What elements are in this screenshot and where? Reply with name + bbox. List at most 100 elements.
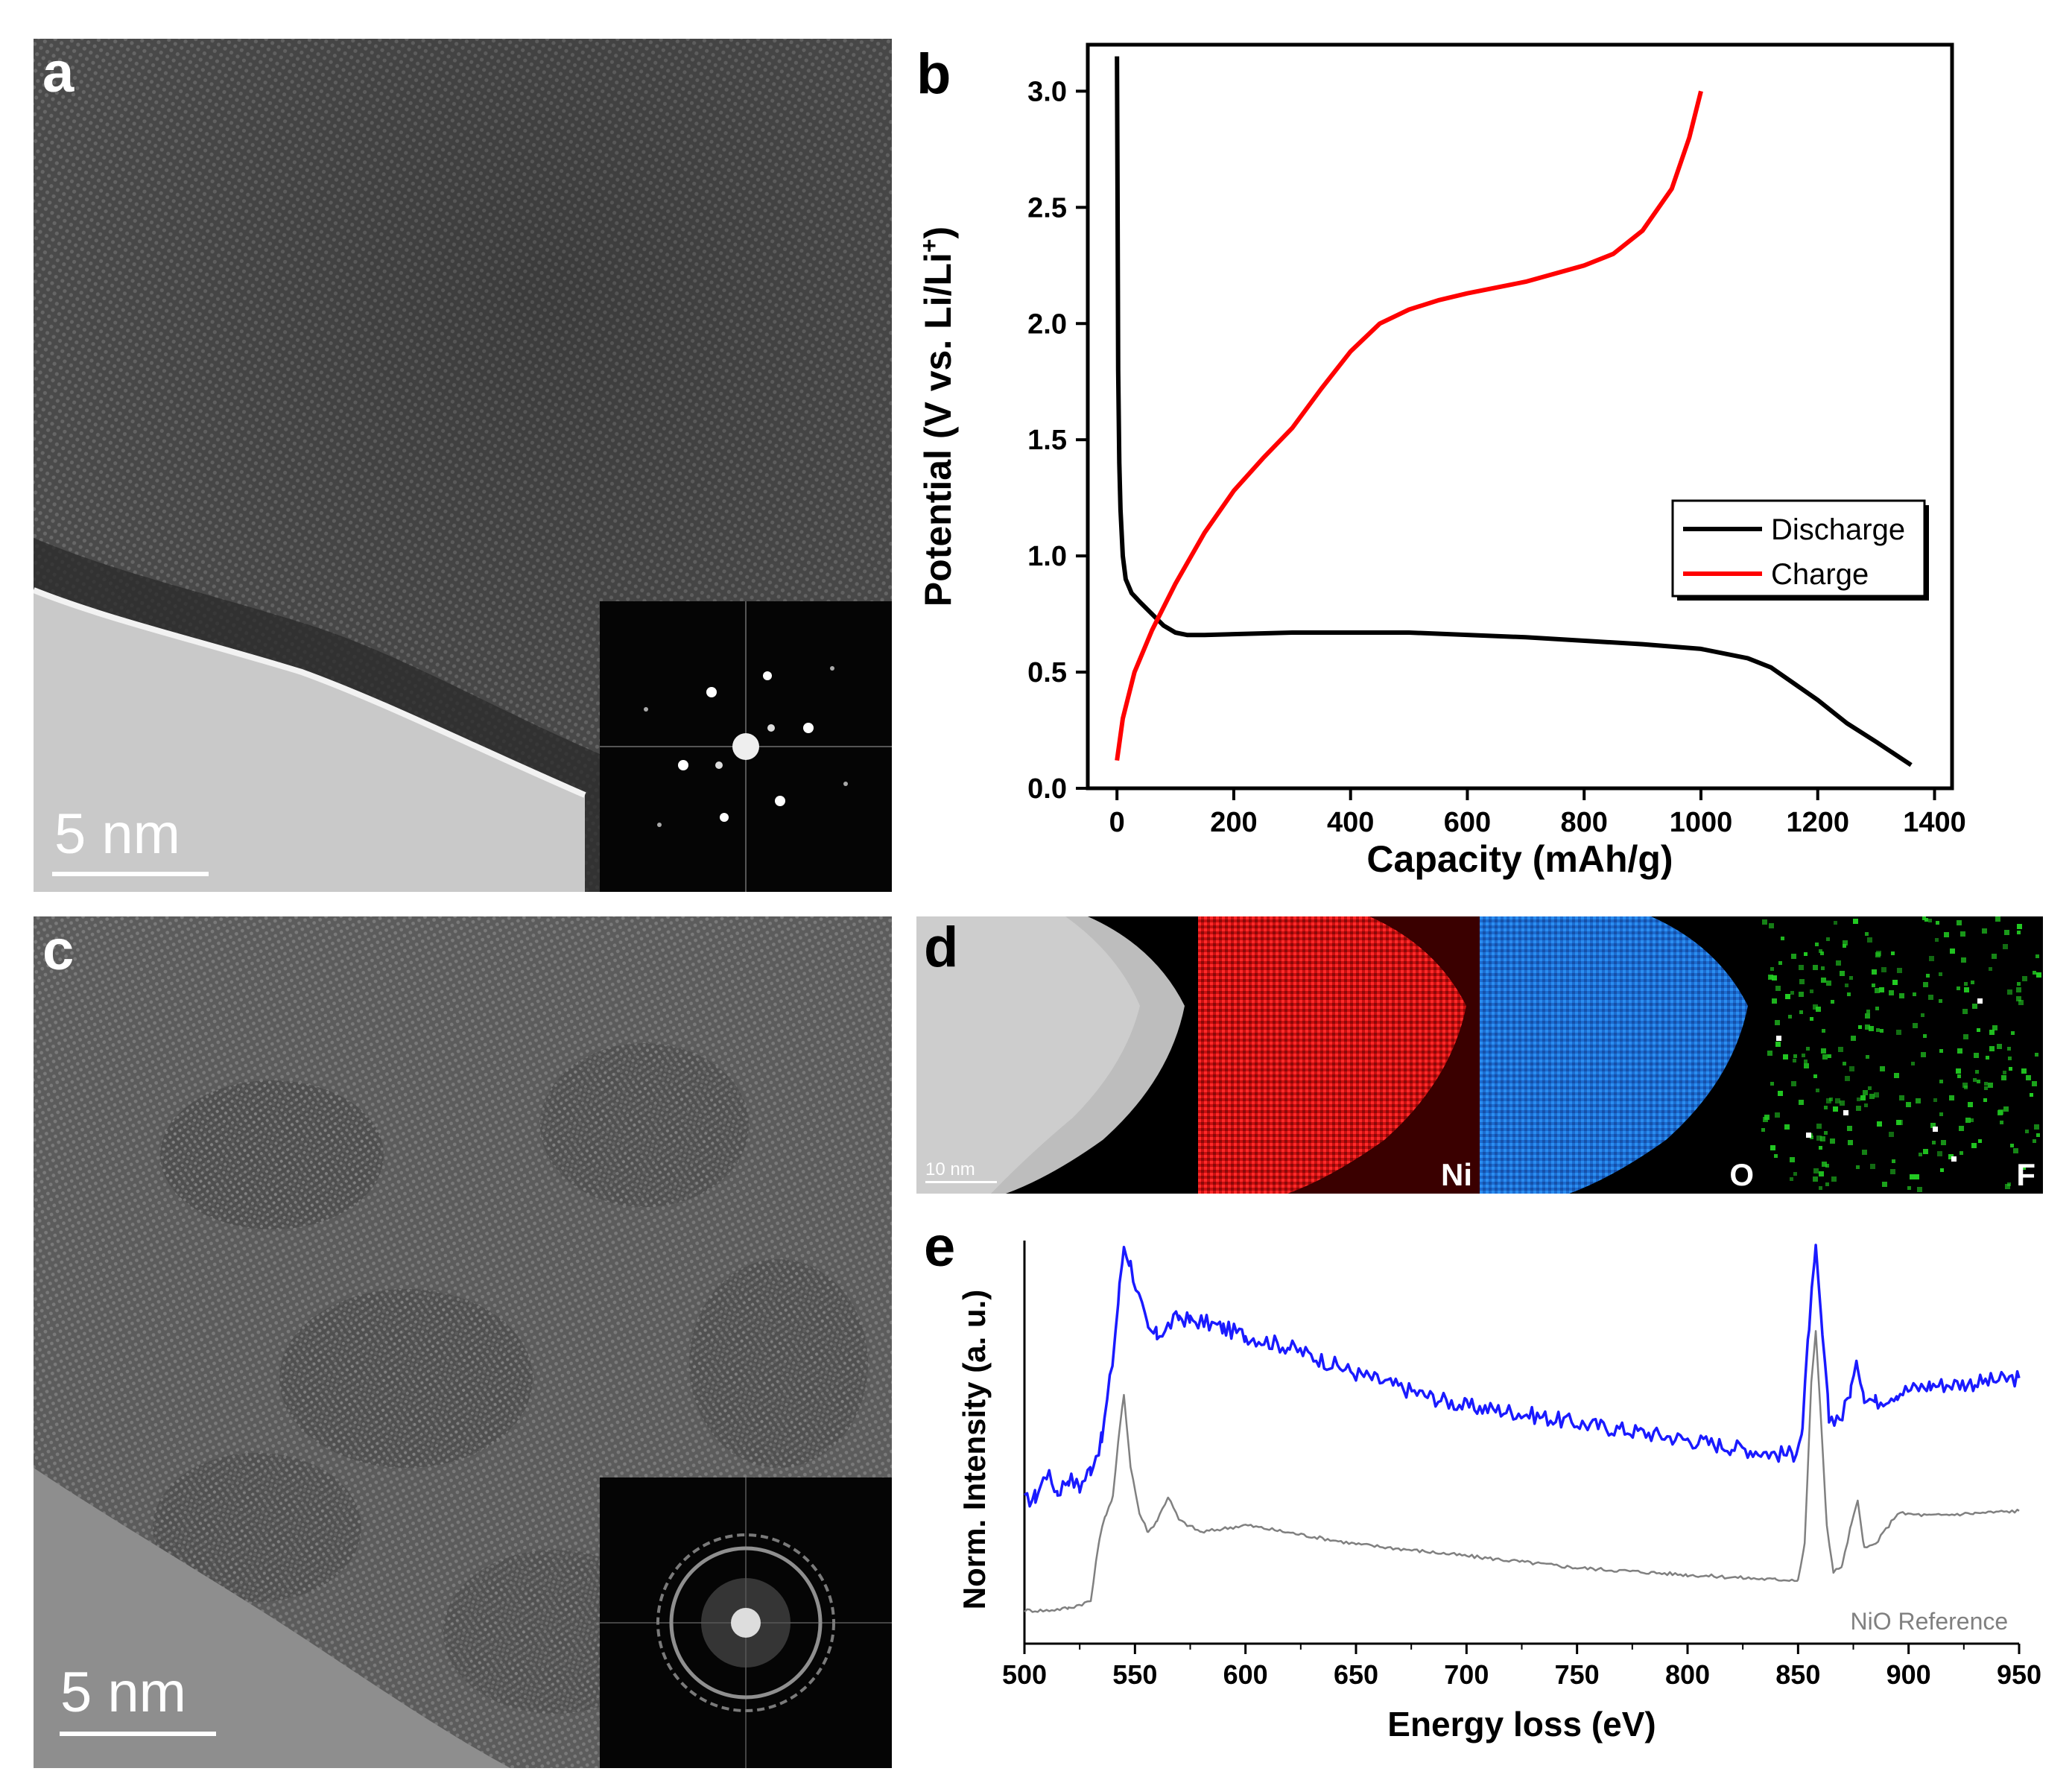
x-tick-label-e: 600 — [1223, 1659, 1268, 1690]
scale-bar-label-a: 5 nm — [54, 802, 180, 866]
f-speckle — [1995, 916, 2000, 922]
f-speckle — [1936, 921, 1939, 925]
f-speckle — [1973, 1078, 1977, 1082]
f-speckle — [1853, 919, 1858, 924]
y-tick-label-b: 2.0 — [1027, 308, 1067, 340]
f-speckle — [1863, 1090, 1868, 1095]
f-speckle — [1813, 1074, 1817, 1078]
f-speckle — [1770, 1145, 1775, 1150]
f-speckle — [1790, 1157, 1795, 1162]
f-speckle — [2008, 1057, 2012, 1060]
f-speckle — [1866, 1010, 1870, 1013]
f-speckle — [1939, 1112, 1943, 1116]
f-speckle — [1894, 1073, 1899, 1078]
f-speckle — [1866, 1055, 1869, 1059]
panel-a-hrtem-image: a 5 nm — [34, 39, 892, 892]
f-speckle — [1889, 990, 1894, 995]
f-speckle — [1948, 1154, 1954, 1159]
x-tick-label-e: 800 — [1665, 1659, 1710, 1690]
f-speckle — [1921, 1013, 1924, 1017]
f-speckle — [1838, 1047, 1843, 1052]
f-speckle — [1826, 937, 1830, 941]
annotation-nio-reference: NiO Reference — [1851, 1608, 2009, 1635]
f-speckle — [2017, 924, 2022, 929]
f-speckle — [1772, 998, 1777, 1004]
f-speckle — [1949, 1095, 1954, 1100]
f-speckle — [1810, 1017, 1813, 1021]
x-axis-label-e: Energy loss (eV) — [1387, 1705, 1656, 1743]
x-tick-label-b: 400 — [1327, 807, 1374, 838]
f-speckle — [2035, 1053, 2038, 1057]
f-speckle — [1874, 1092, 1879, 1098]
x-tick-label-b: 1000 — [1670, 807, 1733, 838]
y-tick-label-b: 1.0 — [1027, 541, 1067, 572]
f-speckle — [1857, 1098, 1860, 1101]
f-speckle — [1826, 1098, 1831, 1103]
f-speckle — [1935, 938, 1939, 942]
f-speckle — [1831, 1176, 1837, 1182]
f-speckle — [1914, 1174, 1919, 1179]
f-speckle — [1898, 1120, 1903, 1125]
f-speckle — [1984, 1082, 1988, 1086]
y-tick-label-b: 0.0 — [1027, 773, 1067, 805]
f-speckle — [1820, 1136, 1825, 1141]
y-tick-label-b: 1.5 — [1027, 425, 1067, 456]
f-speckle — [1919, 1153, 1922, 1156]
f-speckle — [1910, 1174, 1915, 1179]
f-speckle — [2036, 972, 2041, 978]
f-speckle — [1897, 968, 1902, 973]
f-speckle — [1890, 1169, 1895, 1174]
legend-box-b — [1671, 499, 1926, 598]
scale-bar-a — [52, 872, 209, 876]
f-speckle — [1930, 1123, 1936, 1128]
f-speckle — [1849, 1066, 1854, 1071]
f-speckle — [1819, 1186, 1822, 1190]
f-speckle — [1804, 952, 1808, 956]
f-speckle — [1974, 1053, 1979, 1058]
x-tick-label-e: 850 — [1775, 1659, 1820, 1690]
f-speckle-bright — [1977, 998, 1983, 1004]
f-speckle — [2003, 1106, 2009, 1112]
f-speckle — [2033, 1139, 2036, 1143]
f-speckle-bright — [1776, 1036, 1781, 1041]
f-speckle — [1867, 937, 1872, 943]
f-speckle — [1775, 1020, 1780, 1025]
eds-o-label: O — [1729, 1157, 1754, 1192]
f-speckle — [1799, 1010, 1803, 1014]
f-speckle — [1956, 1068, 1961, 1074]
f-speckle — [1971, 981, 1974, 984]
f-speckle — [1941, 1140, 1946, 1145]
f-speckle — [1819, 1146, 1822, 1150]
f-speckle — [1899, 1095, 1904, 1100]
panel-a-label: a — [42, 41, 75, 104]
f-speckle — [2030, 1093, 2033, 1097]
f-speckle — [1989, 967, 1992, 971]
f-speckle — [1831, 1000, 1834, 1004]
f-speckle — [1982, 928, 1987, 934]
f-speckle — [2022, 976, 2027, 981]
f-speckle — [1957, 1048, 1962, 1054]
f-speckle — [1847, 1126, 1852, 1131]
f-speckle — [2021, 1068, 2027, 1074]
f-speckle — [1845, 984, 1848, 987]
panel-e-label: e — [924, 1215, 956, 1279]
f-speckle — [1799, 965, 1804, 970]
f-speckle — [1876, 1028, 1880, 1032]
f-speckle — [1847, 992, 1851, 996]
f-speckle — [1870, 1164, 1875, 1169]
eds-scale-bar-label: 10 nm — [925, 1159, 975, 1179]
f-speckle — [2005, 1184, 2010, 1189]
discharge-charge-chart: 0 200 400 600 800 1000 1200 1400 0.0 0.5 1.0 1.5 2.0… — [916, 42, 1966, 880]
f-speckle — [1804, 1060, 1808, 1063]
f-speckle — [1959, 1126, 1964, 1131]
f-speckle — [1913, 992, 1916, 996]
f-speckle — [1921, 1052, 1926, 1057]
f-speckle — [1928, 919, 1932, 922]
f-speckle — [1957, 986, 1960, 990]
f-speckle — [1875, 952, 1881, 957]
f-speckle — [1944, 932, 1949, 937]
y-axis-label-b: Potential (V vs. Li/Li+) — [916, 227, 959, 606]
f-speckle — [1961, 957, 1966, 963]
f-speckle — [1799, 1100, 1804, 1105]
x-tick-label-e: 950 — [1997, 1659, 2041, 1690]
